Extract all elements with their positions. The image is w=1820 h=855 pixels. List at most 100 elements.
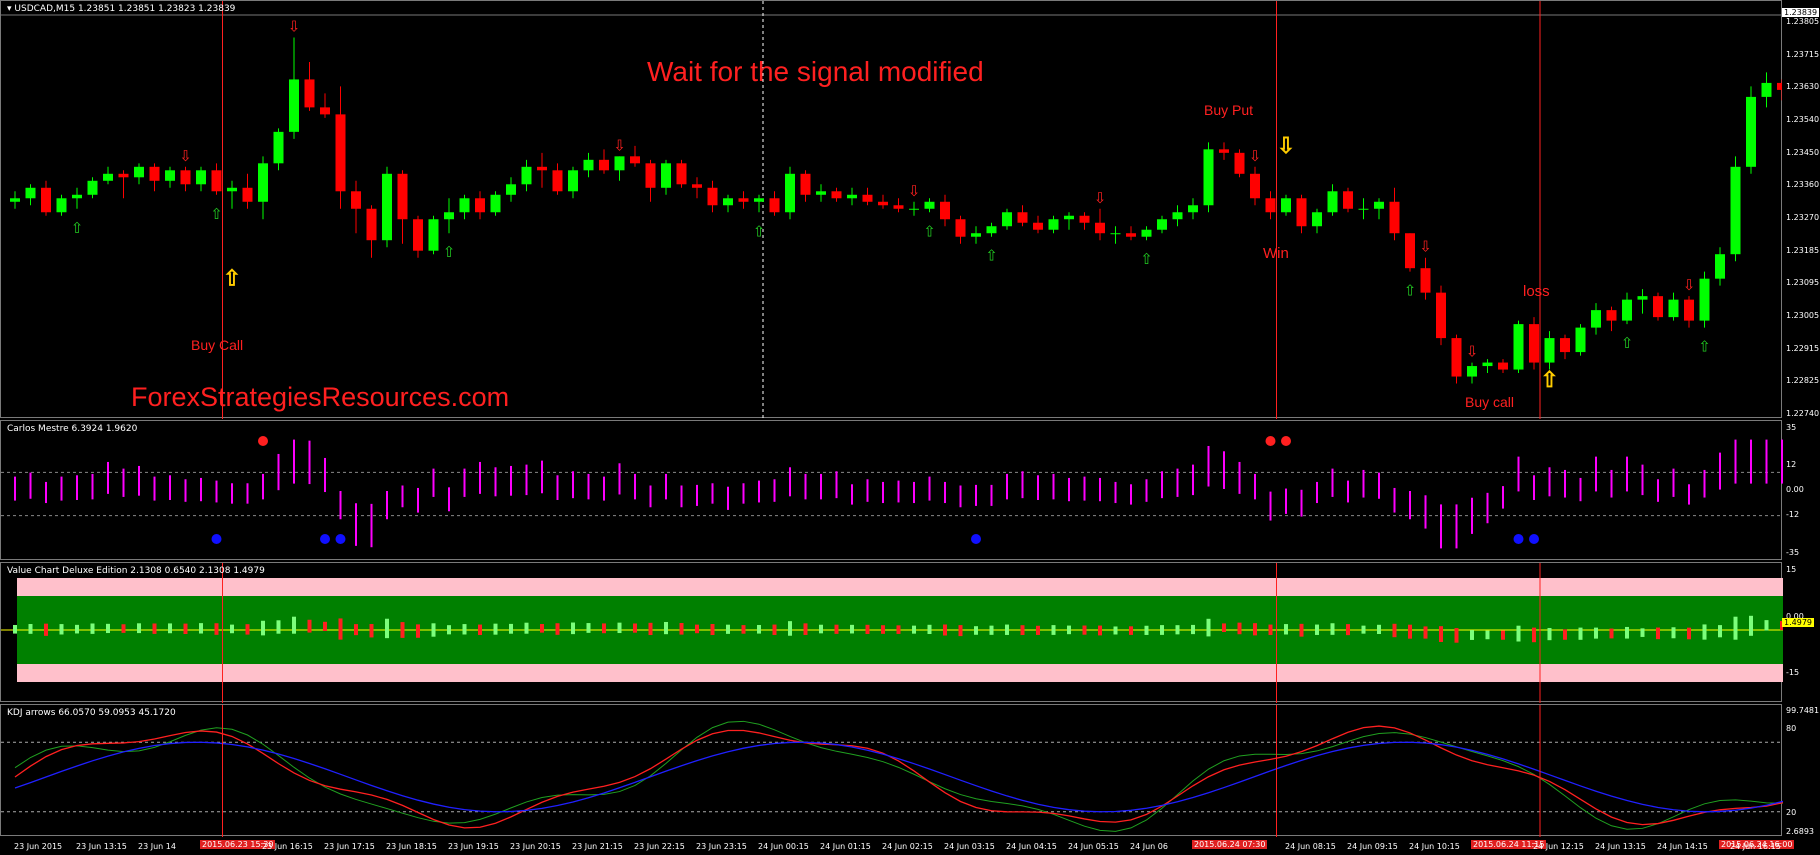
value-bar (431, 623, 436, 637)
current-price-tag: 1.23839 (1782, 8, 1820, 17)
bearish-candle (800, 173, 811, 195)
value-bar (199, 623, 203, 634)
buy-call-label-2: Buy call (1465, 394, 1515, 410)
headline-text: Wait for the signal modified (647, 56, 984, 87)
bullish-candle (1467, 366, 1477, 377)
price-scale[interactable] (1782, 0, 1820, 418)
kdj-k-line (14, 725, 1783, 829)
value-bar (1098, 625, 1102, 636)
bearish-candle (940, 201, 950, 220)
bullish-candle (583, 159, 594, 171)
value-bar (1733, 616, 1738, 640)
value-bar (1284, 624, 1288, 635)
bearish-candle (1420, 268, 1431, 293)
value-bar (447, 625, 451, 635)
bullish-candle (1591, 310, 1601, 328)
bearish-candle (862, 194, 873, 202)
bearish-candle (1017, 212, 1028, 223)
bullish-candle (1668, 299, 1679, 318)
bearish-candle (1250, 173, 1260, 199)
time-axis-label: 24 Jun 01:15 (820, 842, 871, 851)
price-axis-label: 1.23185 (1786, 245, 1820, 255)
value-bar (602, 623, 606, 634)
bullish-candle (1327, 191, 1338, 213)
value-bar (1656, 627, 1660, 640)
bearish-candle (1498, 362, 1508, 370)
value-bar (400, 622, 405, 638)
value-bar (1470, 630, 1474, 640)
value-bar (1516, 625, 1521, 642)
bullish-candle (1002, 212, 1012, 227)
value-bar (183, 623, 188, 634)
bearish-candle (211, 170, 222, 192)
bearish-candle (335, 114, 346, 192)
carlos-level-label: -12 (1786, 510, 1800, 519)
value-bar (710, 624, 715, 636)
value-chart-plot (1, 563, 1783, 703)
value-bar (1346, 624, 1350, 636)
time-axis-label: 23 Jun 23:15 (696, 842, 747, 851)
bullish-candle (382, 173, 392, 241)
value-bar (1253, 623, 1257, 636)
value-bar (1563, 629, 1567, 640)
kdj-arrows-pane[interactable]: KDJ arrows 66.0570 59.0953 45.1720 (0, 704, 1783, 837)
overbought-dot (1265, 436, 1276, 446)
bearish-candle (676, 163, 687, 185)
main-chart-pane[interactable]: ⇧ ⇧ ⇧ ⇧ ⇧ ⇧ ⇧ ⇧ ⇧ ⇧ ⇩ ⇩ ⇩ ⇩ ⇩ ⇩ ⇩ ⇩ ⇩ ⇧ ⇩ ⇧ ▾ USDCAD,M15 1.23… (0, 0, 1783, 419)
value-bar (1578, 627, 1583, 640)
time-axis-label: 24 Jun 10:15 (1409, 842, 1460, 851)
price-axis-label: 1.23540 (1786, 115, 1820, 124)
value-bar (369, 624, 374, 638)
value-bar (338, 618, 343, 640)
value-bar (1718, 625, 1722, 638)
window-menu-icon[interactable]: ▾ (7, 4, 12, 14)
bearish-candle (1777, 82, 1783, 90)
kdj-level-label: 2.6893 (1786, 827, 1814, 836)
value-bar (137, 623, 141, 634)
buy-arrow-icon: ⇧ (443, 244, 456, 261)
bearish-candle (351, 191, 361, 209)
bearish-candle (707, 187, 718, 206)
value-bar (230, 624, 234, 634)
value-chart-pane[interactable]: Value Chart Deluxe Edition 2.1308 0.6540… (0, 562, 1783, 703)
signal-up-arrow-icon: ⇧ (223, 266, 241, 291)
value-bar (664, 621, 668, 635)
value-bar (1702, 624, 1707, 640)
bullish-candle (909, 208, 919, 210)
bullish-candle (103, 173, 113, 181)
watermark-text: ForexStrategiesResources.com (131, 382, 510, 412)
value-bar (1268, 624, 1273, 635)
bearish-candle (552, 170, 563, 192)
bearish-candle (537, 166, 547, 171)
buy-arrow-icon: ⇧ (210, 206, 223, 223)
bullish-candle (25, 187, 36, 199)
value-bar (726, 624, 730, 634)
bullish-candle (1637, 296, 1648, 300)
overbought-dot (258, 436, 268, 446)
bearish-candle (242, 187, 253, 202)
bearish-candle (320, 107, 330, 115)
value-bar (245, 624, 250, 635)
bullish-candle (1048, 219, 1059, 230)
bearish-candle (1684, 299, 1694, 321)
bullish-candle (754, 198, 764, 202)
value-bar (1625, 626, 1629, 639)
sell-arrow-icon: ⇩ (613, 137, 626, 154)
kdj-lines-plot (1, 705, 1783, 837)
value-bar (1361, 625, 1366, 634)
value-bar (168, 623, 172, 634)
value-bar (1237, 622, 1242, 635)
bullish-candle (1374, 201, 1384, 209)
bearish-candle (1079, 215, 1090, 223)
bullish-candle (56, 198, 67, 213)
bullish-candle (1203, 149, 1214, 206)
buy-arrow-icon: ⇧ (71, 220, 84, 237)
loss-label: loss (1523, 283, 1550, 300)
bullish-candle (1110, 233, 1121, 235)
carlos-mestre-pane[interactable]: Carlos Mestre 6.3924 1.9620 (0, 420, 1783, 560)
bearish-candle (893, 205, 904, 209)
bullish-candle (273, 131, 284, 164)
value-bar (1439, 626, 1443, 642)
sell-arrow-icon: ⇩ (1683, 277, 1696, 294)
signal-down-arrow-icon: ⇩ (1277, 133, 1295, 158)
